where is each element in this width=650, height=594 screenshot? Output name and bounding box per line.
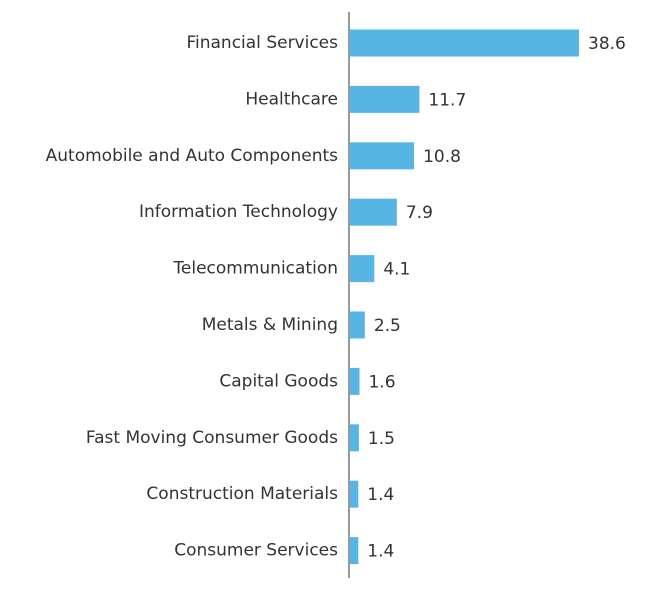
value-label-automobile-and-auto-components: 10.8 xyxy=(423,147,461,167)
category-label-telecommunication: Telecommunication xyxy=(172,259,338,279)
value-label-fast-moving-consumer-goods: 1.5 xyxy=(368,429,395,449)
bar-capital-goods xyxy=(350,367,360,395)
bar-metals-and-mining xyxy=(350,311,365,339)
category-label-information-technology: Information Technology xyxy=(139,202,338,222)
category-label-capital-goods: Capital Goods xyxy=(219,371,338,391)
category-label-metals-and-mining: Metals & Mining xyxy=(202,315,338,335)
category-label-healthcare: Healthcare xyxy=(245,89,338,109)
value-label-consumer-services: 1.4 xyxy=(367,542,394,562)
bar-automobile-and-auto-components xyxy=(350,142,415,170)
category-label-consumer-services: Consumer Services xyxy=(174,541,338,561)
bar-telecommunication xyxy=(350,255,375,283)
bar-information-technology xyxy=(350,198,397,226)
category-label-financial-services: Financial Services xyxy=(186,33,338,53)
bars-layer xyxy=(350,29,579,565)
value-labels-layer: 38.6 11.7 10.8 7.9 4.1 2.5 1.6 1.5 1.4 1.4 xyxy=(367,34,626,562)
bar-fast-moving-consumer-goods xyxy=(350,424,359,452)
category-label-automobile-and-auto-components: Automobile and Auto Components xyxy=(46,146,338,166)
value-label-healthcare: 11.7 xyxy=(428,90,466,110)
bar-financial-services xyxy=(350,29,579,57)
bar-construction-materials xyxy=(350,480,359,508)
value-label-financial-services: 38.6 xyxy=(588,34,626,54)
value-label-construction-materials: 1.4 xyxy=(367,485,394,505)
value-label-telecommunication: 4.1 xyxy=(383,260,410,280)
value-label-metals-and-mining: 2.5 xyxy=(374,316,401,336)
category-label-fast-moving-consumer-goods: Fast Moving Consumer Goods xyxy=(86,428,338,448)
category-label-construction-materials: Construction Materials xyxy=(146,484,338,504)
bar-consumer-services xyxy=(350,537,359,565)
category-labels-layer: Financial Services Healthcare Automobile a… xyxy=(46,33,339,561)
value-label-information-technology: 7.9 xyxy=(406,203,433,223)
bar-healthcare xyxy=(350,85,420,113)
value-label-capital-goods: 1.6 xyxy=(368,372,395,392)
